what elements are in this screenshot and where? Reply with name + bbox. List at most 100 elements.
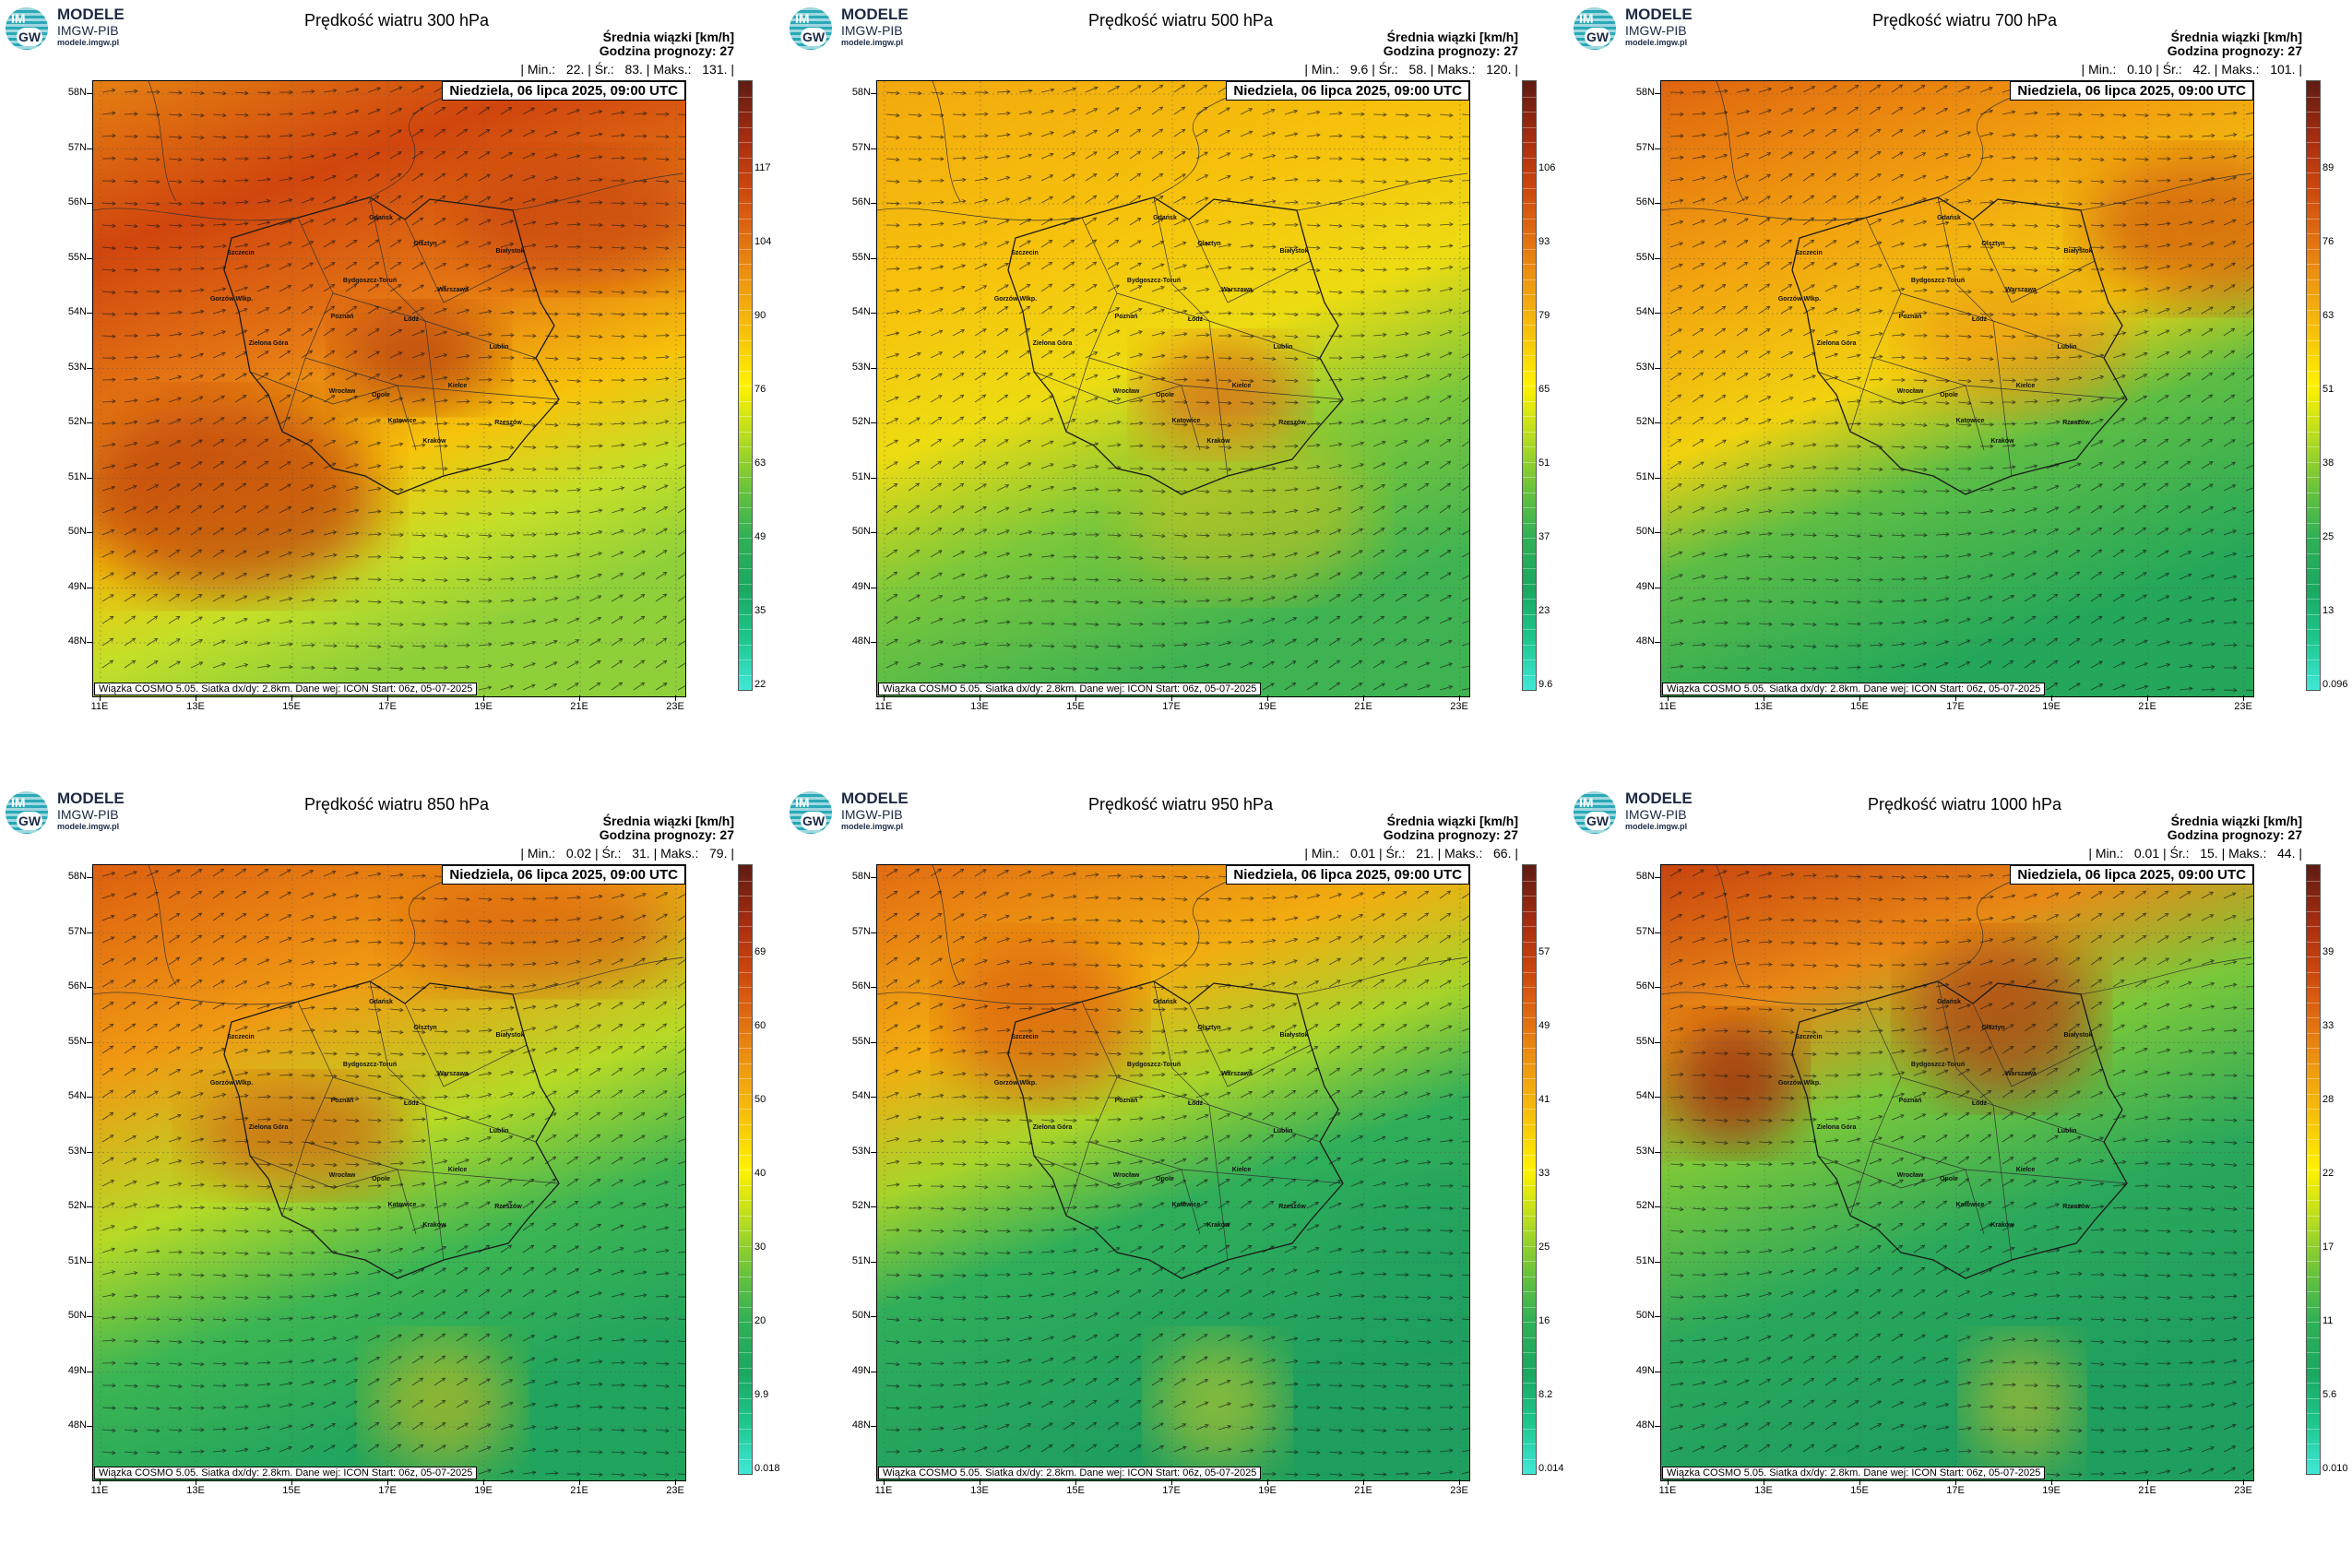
region-border bbox=[1065, 1001, 1118, 1217]
latitude-tick bbox=[871, 257, 876, 259]
longitude-tick bbox=[884, 1479, 885, 1485]
latitude-tick bbox=[871, 367, 876, 369]
latitude-tick bbox=[1655, 93, 1660, 94]
region-border bbox=[332, 1076, 537, 1143]
longitude-label: 19E bbox=[1258, 701, 1277, 712]
latitude-label: 55N bbox=[1635, 251, 1655, 263]
latitude-label: 56N bbox=[851, 196, 871, 208]
latitude-tick bbox=[1655, 932, 1660, 933]
color-scale-bar bbox=[1522, 80, 1537, 691]
longitude-label: 23E bbox=[1450, 701, 1468, 712]
city-label: Lublin bbox=[2058, 344, 2077, 350]
city-label: Poznań bbox=[1899, 1098, 1922, 1104]
latitude-label: 51N bbox=[851, 470, 871, 482]
latitude-tick bbox=[871, 203, 876, 204]
longitude-label: 23E bbox=[1450, 1485, 1468, 1496]
header-subtitle: Średnia wiązki [km/h] bbox=[2170, 30, 2302, 44]
logo-badge-bottom: GW bbox=[1585, 812, 1610, 830]
city-label: Wrocław bbox=[1897, 388, 1924, 395]
stat-avg: 15. bbox=[2200, 846, 2218, 861]
color-scale-label: 38 bbox=[2322, 457, 2334, 469]
longitude-label: 11E bbox=[874, 1485, 893, 1496]
wind-vectors bbox=[885, 84, 1469, 694]
city-label: Zielona Góra bbox=[249, 340, 289, 347]
city-label: Rzeszów bbox=[2062, 420, 2090, 426]
imgw-logo-badge: IM GW bbox=[1574, 791, 1616, 834]
region-border bbox=[1153, 980, 1229, 1261]
city-label: Kielce bbox=[1232, 1167, 1252, 1173]
color-scale-label: 63 bbox=[754, 457, 766, 469]
city-label: Katowice bbox=[388, 418, 417, 424]
city-label: Gdańsk bbox=[369, 999, 393, 1005]
color-scale-label: 17 bbox=[2322, 1241, 2334, 1253]
latitude-label: 58N bbox=[851, 871, 871, 882]
imgw-logo-badge: IM GW bbox=[790, 7, 832, 50]
latitude-label: 52N bbox=[1635, 416, 1655, 427]
imgw-logo: IM GW MODELE IMGW-PIB modele.imgw.pl bbox=[788, 6, 926, 50]
longitude-tick bbox=[1955, 1479, 1956, 1485]
latitude-label: 57N bbox=[67, 925, 87, 937]
color-scale-label: 79 bbox=[1538, 310, 1550, 321]
region-border bbox=[1849, 1001, 1902, 1217]
latitude-tick bbox=[871, 1097, 876, 1098]
imgw-logo-badge: IM GW bbox=[6, 791, 48, 834]
city-label: Gdańsk bbox=[369, 215, 393, 221]
latitude-label: 50N bbox=[851, 526, 871, 537]
color-scale-bar bbox=[738, 864, 753, 1475]
city-label: Rzeszów bbox=[494, 1204, 522, 1210]
longitude-tick bbox=[483, 695, 484, 701]
city-label: Kielce bbox=[2016, 1167, 2036, 1173]
latitude-label: 48N bbox=[67, 1420, 87, 1431]
latitude-tick bbox=[1655, 1041, 1660, 1043]
latitude-tick bbox=[871, 422, 876, 423]
latitude-label: 55N bbox=[67, 1035, 87, 1047]
logo-line2: IMGW-PIB bbox=[57, 23, 119, 38]
longitude-tick bbox=[2051, 1479, 2052, 1485]
logo-line3: modele.imgw.pl bbox=[1625, 38, 1688, 47]
logo-badge-top: IM bbox=[1579, 795, 1594, 810]
longitude-label: 19E bbox=[1258, 1485, 1277, 1496]
latitude-tick bbox=[87, 257, 92, 259]
city-label: Warszawa bbox=[1221, 1071, 1253, 1077]
coastline bbox=[1661, 865, 2252, 1005]
city-label: Katowice bbox=[1172, 418, 1201, 424]
wind-speed-region bbox=[1672, 1018, 1799, 1148]
latitude-label: 53N bbox=[67, 361, 87, 373]
longitude-label: 19E bbox=[2042, 701, 2061, 712]
latitude-tick bbox=[87, 642, 92, 643]
coastline bbox=[877, 865, 1468, 1005]
city-label: Gorzów Wlkp. bbox=[1778, 1080, 1821, 1087]
longitude-label: 11E bbox=[1658, 701, 1677, 712]
color-scale-label: 16 bbox=[1538, 1315, 1550, 1326]
city-label: Poznań bbox=[1899, 314, 1922, 320]
latitude-tick bbox=[871, 1151, 876, 1153]
city-label: Katowice bbox=[1956, 1202, 1985, 1208]
imgw-logo-badge: IM GW bbox=[790, 791, 832, 834]
stat-min: 9.6 bbox=[1349, 62, 1369, 77]
coastline bbox=[93, 865, 684, 1005]
latitude-tick bbox=[1655, 1151, 1660, 1153]
latitude-label: 52N bbox=[851, 416, 871, 427]
latitude-tick bbox=[87, 148, 92, 149]
city-label: Łódź bbox=[404, 316, 420, 323]
latitude-tick bbox=[87, 1261, 92, 1263]
stat-min: 0.01 bbox=[2133, 846, 2160, 861]
longitude-tick bbox=[1668, 695, 1669, 701]
logo-line3: modele.imgw.pl bbox=[57, 38, 120, 47]
color-scale-label: 11 bbox=[2322, 1315, 2334, 1326]
stat-avg: 42. bbox=[2192, 62, 2211, 77]
longitude-label: 15E bbox=[1850, 1485, 1869, 1496]
longitude-label: 19E bbox=[2042, 1485, 2061, 1496]
longitude-label: 23E bbox=[666, 701, 684, 712]
city-label: Gdańsk bbox=[1937, 999, 1961, 1005]
wind-speed-region bbox=[1124, 432, 1370, 592]
wind-speed-region bbox=[1908, 278, 2124, 408]
logo-line2: IMGW-PIB bbox=[841, 23, 903, 38]
latitude-tick bbox=[1655, 203, 1660, 204]
model-footer: Wiązka COSMO 5.05. Siatka dx/dy: 2.8km. … bbox=[1662, 683, 2046, 695]
longitude-tick bbox=[1363, 695, 1364, 701]
region-border bbox=[332, 292, 537, 359]
longitude-label: 13E bbox=[970, 701, 989, 712]
region-border bbox=[1817, 1155, 1985, 1235]
stat-max: 79. bbox=[709, 846, 728, 861]
